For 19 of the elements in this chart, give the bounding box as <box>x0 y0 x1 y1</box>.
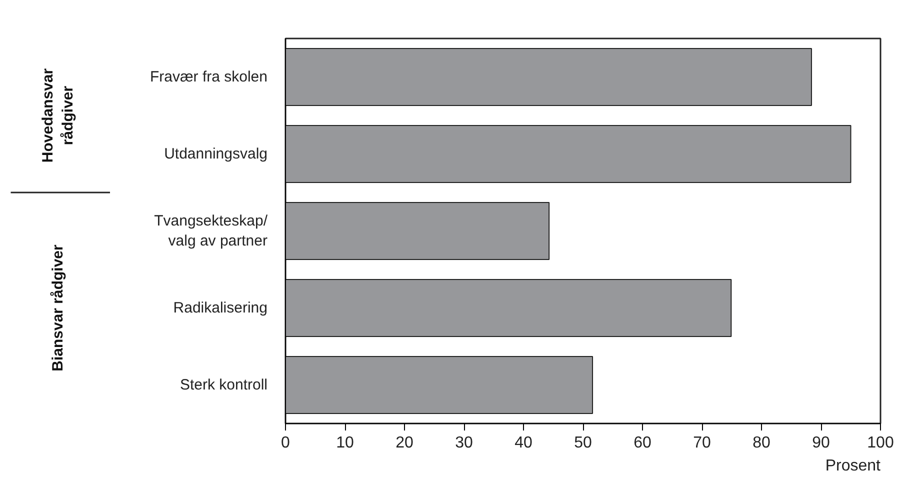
x-axis-title: Prosent <box>825 458 882 474</box>
x-tick-label: 10 <box>336 434 354 452</box>
x-tick-label: 100 <box>867 434 894 452</box>
x-tick-label: 50 <box>574 434 592 452</box>
y-tick-label: Sterk kontroll <box>180 376 268 394</box>
text: Biansvar rådgiver <box>50 244 66 372</box>
y-tick-label: Utdanningsvalg <box>164 146 268 162</box>
x-tick-label: 30 <box>455 434 473 452</box>
x-tick-label: 40 <box>514 434 532 452</box>
x-tick-label: 80 <box>752 434 770 452</box>
x-tick-label: 60 <box>634 434 652 452</box>
y-tick-label: Fravær fra skolen <box>150 68 268 86</box>
y-tick-label: Tvangsekteskap/valg av partner <box>154 212 268 250</box>
x-tick-label: 20 <box>396 434 414 452</box>
x-tick-label: 0 <box>281 434 290 452</box>
y-tick-label: Radikalisering <box>173 300 268 316</box>
text: Hovedansvar rådgiver <box>39 68 77 163</box>
x-tick-label: 90 <box>812 434 830 452</box>
x-tick-label: 70 <box>693 434 711 452</box>
